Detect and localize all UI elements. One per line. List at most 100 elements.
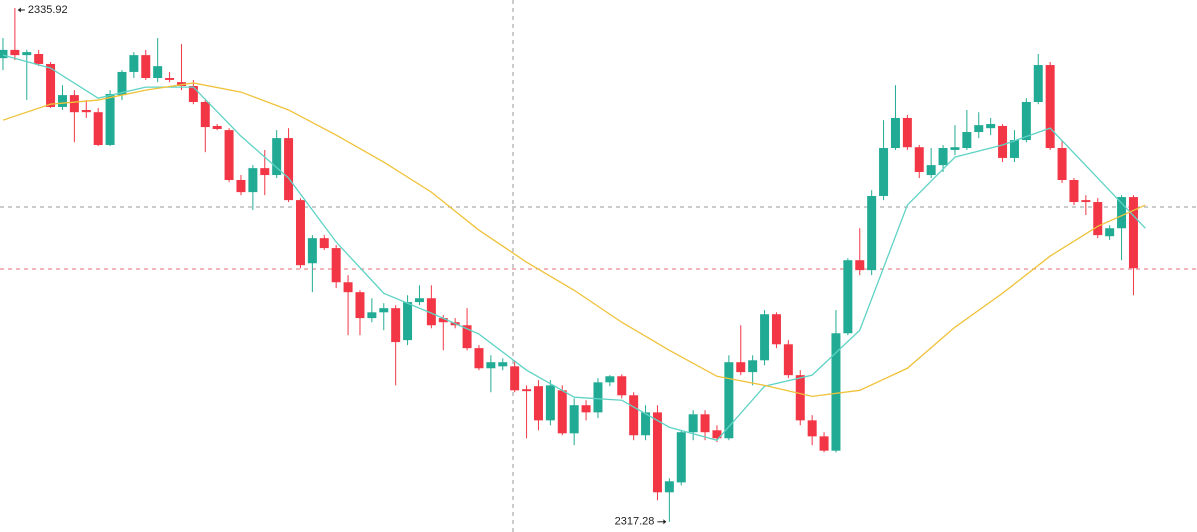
- candle-body: [260, 168, 270, 176]
- candle-body: [1057, 148, 1067, 180]
- candle-body: [938, 148, 948, 166]
- candle-body: [771, 314, 781, 345]
- candle-body: [188, 86, 198, 102]
- candle-body: [57, 95, 67, 107]
- candle-body: [510, 366, 520, 391]
- candle-body: [557, 390, 567, 434]
- arrow-head: [663, 519, 667, 525]
- candle-body: [355, 292, 365, 319]
- candle-body: [129, 55, 139, 72]
- candle-body: [581, 405, 591, 413]
- candle-body: [1081, 200, 1091, 203]
- candle-body: [153, 66, 163, 79]
- candle-body: [617, 376, 627, 396]
- candle-body: [319, 238, 329, 249]
- candle-body: [284, 138, 294, 201]
- candle-body: [890, 117, 900, 149]
- candle-body: [403, 302, 413, 341]
- candle-body: [34, 54, 44, 64]
- candle-body: [629, 395, 639, 436]
- candle-body: [22, 52, 32, 56]
- candle-body: [664, 481, 674, 493]
- candle-body: [69, 95, 79, 113]
- candle-body: [331, 248, 341, 283]
- candle-body: [1105, 228, 1115, 237]
- candle-body: [343, 282, 353, 293]
- candle-body: [569, 405, 579, 434]
- candle-body: [1093, 202, 1103, 236]
- candle-body: [272, 138, 282, 176]
- candle-body: [795, 375, 805, 421]
- candle-body: [926, 165, 936, 176]
- candle-body: [605, 376, 615, 383]
- candle-body: [1069, 179, 1079, 203]
- candle-body: [414, 298, 424, 303]
- candle-body: [712, 430, 722, 439]
- candle-body: [391, 308, 401, 343]
- candle-body: [200, 101, 210, 128]
- candle-body: [486, 362, 496, 369]
- candle-body: [236, 179, 246, 193]
- candle-body: [1045, 65, 1055, 149]
- candle-body: [593, 382, 603, 413]
- moving-average-line: [2, 54, 1146, 441]
- candle-body: [974, 125, 984, 133]
- candle-body: [902, 117, 912, 148]
- candle-body: [438, 318, 448, 323]
- candle-body: [783, 344, 793, 376]
- candle-body: [1128, 197, 1138, 269]
- candle-body: [819, 436, 829, 451]
- candle-body: [688, 414, 698, 433]
- candle-body: [367, 312, 377, 319]
- candle-body: [736, 362, 746, 373]
- candle-body: [986, 124, 996, 129]
- candle-body: [224, 130, 234, 180]
- candle-body: [998, 125, 1008, 158]
- candle-body: [914, 147, 924, 173]
- candle-body: [105, 93, 115, 145]
- candle-body: [807, 420, 817, 437]
- candle-body: [474, 348, 484, 369]
- candle-body: [93, 112, 103, 145]
- candle-body: [10, 49, 20, 56]
- candle-body: [533, 386, 543, 421]
- candle-body: [676, 432, 686, 483]
- candle-body: [46, 63, 56, 107]
- candle-body: [962, 132, 972, 149]
- candle-body: [724, 362, 734, 439]
- candle-body: [641, 412, 651, 436]
- candle-body: [165, 78, 175, 80]
- candle-body: [1117, 197, 1127, 229]
- candle-body: [1021, 101, 1031, 141]
- candle-body: [81, 109, 91, 113]
- candle-body: [748, 360, 758, 373]
- candle-body: [700, 414, 710, 433]
- candle-body: [379, 308, 389, 313]
- candle-body: [295, 200, 305, 266]
- candle-body: [307, 238, 317, 264]
- min-label: 2317.28: [615, 516, 655, 528]
- candle-body: [426, 298, 436, 326]
- candle-body: [843, 260, 853, 334]
- candle-body: [522, 389, 532, 392]
- candle-body: [760, 314, 770, 361]
- candle-body: [652, 412, 662, 493]
- candle-body: [212, 125, 222, 130]
- candle-body: [950, 147, 960, 150]
- arrow-head: [17, 7, 21, 13]
- candle-body: [867, 195, 877, 271]
- candle-body: [879, 148, 889, 196]
- candle-body: [248, 168, 258, 193]
- candle-body: [545, 385, 555, 421]
- candle-body: [141, 55, 151, 79]
- candle-body: [831, 333, 841, 451]
- candle-body: [176, 82, 186, 87]
- candle-body: [0, 49, 8, 59]
- candle-body: [1033, 65, 1043, 102]
- candle-body: [1009, 140, 1019, 158]
- candle-body: [498, 362, 508, 367]
- candle-body: [117, 71, 127, 96]
- moving-average-line: [2, 82, 1146, 398]
